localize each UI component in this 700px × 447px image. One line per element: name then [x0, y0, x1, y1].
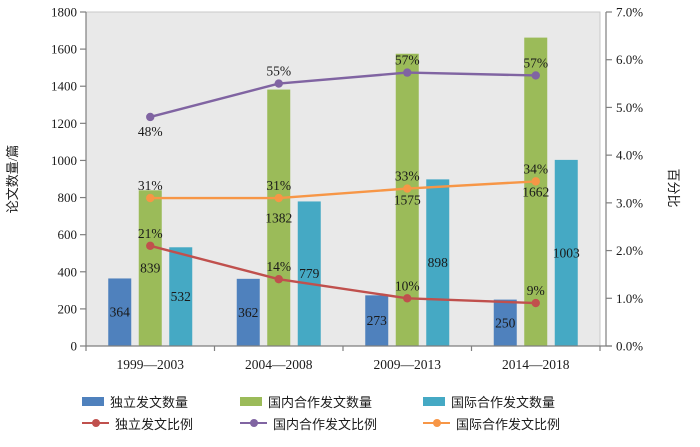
bar-value-label: 532 — [171, 289, 191, 304]
legend-line-swatch — [423, 419, 450, 428]
right-axis-tick-label: 1.0% — [616, 291, 643, 306]
x-axis-category-label: 2014—2018 — [502, 357, 570, 372]
data-point-marker — [531, 177, 540, 186]
legend-bar-swatch — [423, 396, 445, 406]
right-axis-tick-label: 3.0% — [616, 195, 643, 210]
bar — [138, 190, 162, 346]
right-axis-title: 百分比 — [666, 168, 681, 207]
left-axis-tick-label: 800 — [58, 190, 78, 205]
legend-item-domestic-ratio: 国内合作发文比例 — [240, 412, 377, 434]
bar-value-label: 898 — [428, 255, 449, 270]
left-axis-tick-label: 200 — [58, 301, 78, 316]
right-axis-tick-label: 5.0% — [616, 100, 643, 115]
chart-legend: 独立发文数量 国内合作发文数量 国际合作发文数量 独立发文比例 国内合作发文比例 — [82, 390, 692, 434]
bar-value-label: 1382 — [265, 210, 292, 225]
bar — [169, 247, 193, 346]
right-axis-tick-label: 4.0% — [616, 148, 643, 163]
left-axis-tick-label: 1800 — [51, 5, 77, 20]
right-axis-tick-label: 6.0% — [616, 52, 643, 67]
legend-item-independent-count: 独立发文数量 — [82, 390, 188, 412]
line-point-label: 14% — [266, 259, 291, 274]
bar — [297, 201, 321, 346]
data-point-marker — [146, 193, 155, 203]
line-point-label: 57% — [523, 55, 548, 70]
bar — [365, 295, 389, 346]
legend-line-swatch — [82, 419, 109, 428]
legend-label: 独立发文比例 — [115, 416, 194, 432]
legend-item-international-count: 国际合作发文数量 — [423, 390, 555, 412]
line-point-label: 33% — [395, 169, 420, 184]
line-series — [150, 180, 536, 200]
legend-item-domestic-count: 国内合作发文数量 — [240, 390, 372, 412]
right-axis-tick-label: 2.0% — [616, 243, 643, 258]
legend-row-bars: 独立发文数量 国内合作发文数量 国际合作发文数量 — [82, 390, 692, 412]
left-axis-title: 论文数量/篇 — [5, 145, 20, 214]
line-point-label: 55% — [266, 64, 291, 79]
line-series — [149, 71, 536, 119]
line-point-label: 31% — [266, 178, 291, 193]
legend-label: 国内合作发文比例 — [273, 416, 378, 432]
bar — [524, 37, 548, 347]
legend-label: 独立发文数量 — [110, 394, 189, 410]
bar-value-label: 364 — [110, 305, 131, 320]
line-point-label: 10% — [395, 278, 420, 293]
legend-bar-swatch — [82, 396, 104, 406]
bar-value-label: 779 — [299, 266, 320, 281]
legend-label: 国际合作发文比例 — [456, 416, 561, 432]
right-axis-tick-label: 0.0% — [616, 339, 643, 354]
right-axis-tick-label: 7.0% — [616, 5, 643, 20]
line-point-label: 48% — [138, 124, 163, 139]
left-axis-tick-label: 1400 — [51, 79, 77, 94]
left-axis-tick-label: 1000 — [51, 153, 77, 168]
legend-line-swatch — [240, 419, 267, 428]
data-point-marker — [403, 294, 412, 303]
line-point-label: 57% — [395, 53, 420, 68]
data-point-marker — [403, 184, 412, 193]
legend-label: 国内合作发文数量 — [268, 394, 373, 410]
bar-value-label: 839 — [140, 261, 161, 276]
bar-value-label: 250 — [495, 315, 516, 330]
bar-value-label: 273 — [367, 313, 388, 328]
left-axis-tick-label: 1600 — [51, 42, 77, 57]
data-point-marker — [531, 298, 540, 308]
combo-chart-plot: 0 200 400 600 800 1000 1200 1400 1600 1800 0.0% 1.0… — [5, 5, 681, 373]
bar — [267, 89, 291, 346]
line-point-label: 31% — [138, 178, 163, 193]
left-axis-tick-label: 400 — [58, 264, 78, 279]
line-point-label: 21% — [138, 226, 163, 241]
left-axis-tick-label: 1200 — [51, 116, 77, 131]
legend-bar-swatch — [240, 396, 262, 406]
legend-label: 国际合作发文数量 — [451, 394, 556, 410]
data-point-marker — [146, 112, 155, 122]
data-point-marker — [274, 193, 283, 203]
data-point-marker — [146, 241, 155, 250]
left-axis-tick-label: 600 — [58, 227, 78, 242]
bar-value-label: 1575 — [394, 192, 421, 207]
line-series — [149, 244, 536, 305]
legend-item-international-ratio: 国际合作发文比例 — [423, 412, 560, 434]
x-axis-category-label: 2009—2013 — [374, 357, 442, 372]
line-point-label: 9% — [527, 283, 545, 298]
legend-item-independent-ratio: 独立发文比例 — [82, 412, 193, 434]
legend-row-lines: 独立发文比例 国内合作发文比例 国际合作发文比例 — [82, 412, 692, 434]
data-point-marker — [531, 71, 540, 80]
x-axis-category-label: 2004—2008 — [245, 357, 313, 372]
bar-value-label: 1662 — [522, 184, 549, 199]
bar — [554, 159, 578, 346]
data-point-marker — [274, 275, 283, 284]
data-point-marker — [274, 79, 283, 88]
data-point-marker — [403, 68, 412, 77]
bar — [108, 278, 132, 346]
bar-value-label: 362 — [238, 305, 258, 320]
bar — [493, 299, 517, 346]
bar — [236, 278, 260, 346]
line-point-label: 34% — [523, 161, 548, 176]
bar-value-label: 1003 — [553, 245, 580, 260]
left-axis-tick-label: 0 — [71, 339, 78, 354]
bar — [395, 53, 419, 346]
bar — [426, 179, 450, 346]
x-axis-category-label: 1999—2003 — [117, 357, 185, 372]
